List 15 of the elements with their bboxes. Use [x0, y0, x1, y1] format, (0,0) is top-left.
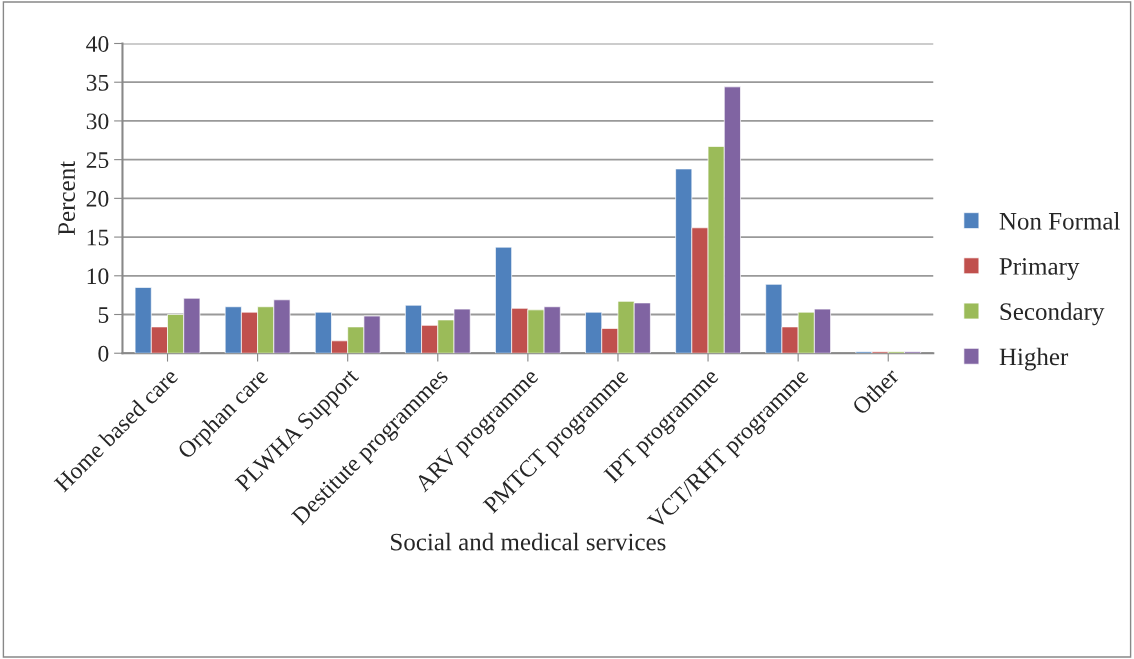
y-axis-title: Percent: [58, 161, 76, 236]
y-tick-label: 40: [86, 35, 109, 52]
y-tick-label: 10: [87, 268, 109, 285]
legend-label: Higher: [999, 347, 1069, 371]
x-axis-title: Social and medical services: [391, 532, 666, 551]
legend-label: Secondary: [1000, 302, 1105, 326]
y-tick-label: 35: [86, 74, 109, 91]
y-tick-label: 25: [86, 152, 109, 169]
y-tick-label: 20: [86, 190, 109, 207]
y-tick-label: 15: [87, 229, 109, 246]
legend-label: Non Formal: [999, 212, 1120, 230]
legend-label: Primary: [999, 258, 1080, 280]
y-tick-label: 5: [98, 307, 109, 323]
y-tick-label: 0: [98, 345, 109, 362]
y-tick-label: 30: [86, 113, 109, 130]
